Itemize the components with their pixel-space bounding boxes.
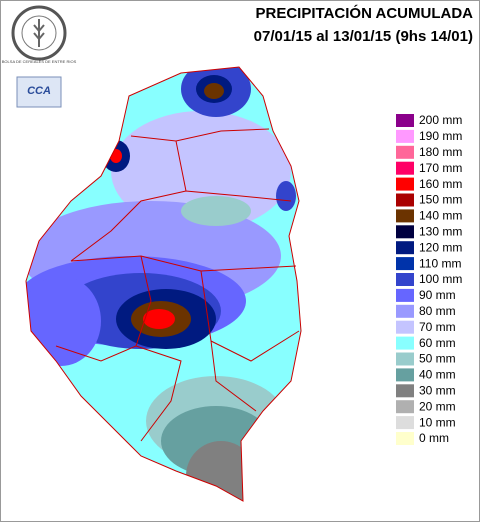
department-borders [25, 66, 302, 502]
legend-label: 40 mm [419, 368, 456, 382]
legend-swatch [396, 193, 414, 207]
legend-swatch [396, 161, 414, 175]
legend-label: 140 mm [419, 209, 462, 223]
legend-swatch [396, 400, 414, 414]
legend-swatch [396, 241, 414, 255]
legend-label: 100 mm [419, 272, 462, 286]
legend-swatch [396, 225, 414, 239]
legend-label: 20 mm [419, 399, 456, 413]
legend-label: 200 mm [419, 113, 462, 127]
legend-label: 50 mm [419, 352, 456, 366]
precipitation-map [26, 67, 301, 501]
legend-label: 90 mm [419, 288, 456, 302]
legend-swatch [396, 145, 414, 159]
legend-swatch [396, 209, 414, 223]
legend-swatch [396, 336, 414, 350]
legend-swatch [396, 352, 414, 366]
map-title: PRECIPITACIÓN ACUMULADA [256, 4, 474, 22]
legend-label: 130 mm [419, 224, 462, 238]
legend-swatch [396, 288, 414, 302]
legend-label: 180 mm [419, 145, 462, 159]
legend-swatch [396, 432, 414, 445]
legend-swatch [396, 384, 414, 398]
legend-label: 150 mm [419, 193, 462, 207]
legend-swatch [396, 304, 414, 318]
legend-swatch [396, 368, 414, 382]
legend-label: 80 mm [419, 304, 456, 318]
legend-label: 0 mm [419, 431, 449, 445]
legend-label: 70 mm [419, 320, 456, 334]
legend: 200 mm 190 mm 180 mm 170 mm 160 mm 150 mm 140 … [396, 113, 462, 445]
legend-label: 160 mm [419, 177, 462, 191]
map-subtitle: 07/01/15 al 13/01/15 (9hs 14/01) [254, 28, 473, 45]
legend-swatch [396, 416, 414, 430]
legend-label: 190 mm [419, 129, 462, 143]
logo-text: BOLSA DE CEREALES DE ENTRE RIOS [2, 59, 77, 64]
legend-label: 30 mm [419, 383, 456, 397]
legend-swatch [396, 273, 414, 286]
legend-swatch [396, 177, 414, 191]
legend-label: 60 mm [419, 336, 456, 350]
legend-swatch [396, 129, 414, 143]
logo-bolsa: BOLSA DE CEREALES DE ENTRE RIOS [2, 5, 77, 64]
legend-swatch [396, 257, 414, 271]
legend-label: 120 mm [419, 240, 462, 254]
logo-cca: CCA [16, 76, 62, 108]
legend-label: 110 mm [419, 256, 461, 270]
legend-label: 10 mm [419, 415, 456, 429]
legend-label: 170 mm [419, 161, 462, 175]
logo-text: CCA [27, 85, 51, 97]
legend-swatch [396, 320, 414, 334]
legend-swatch [396, 114, 414, 127]
